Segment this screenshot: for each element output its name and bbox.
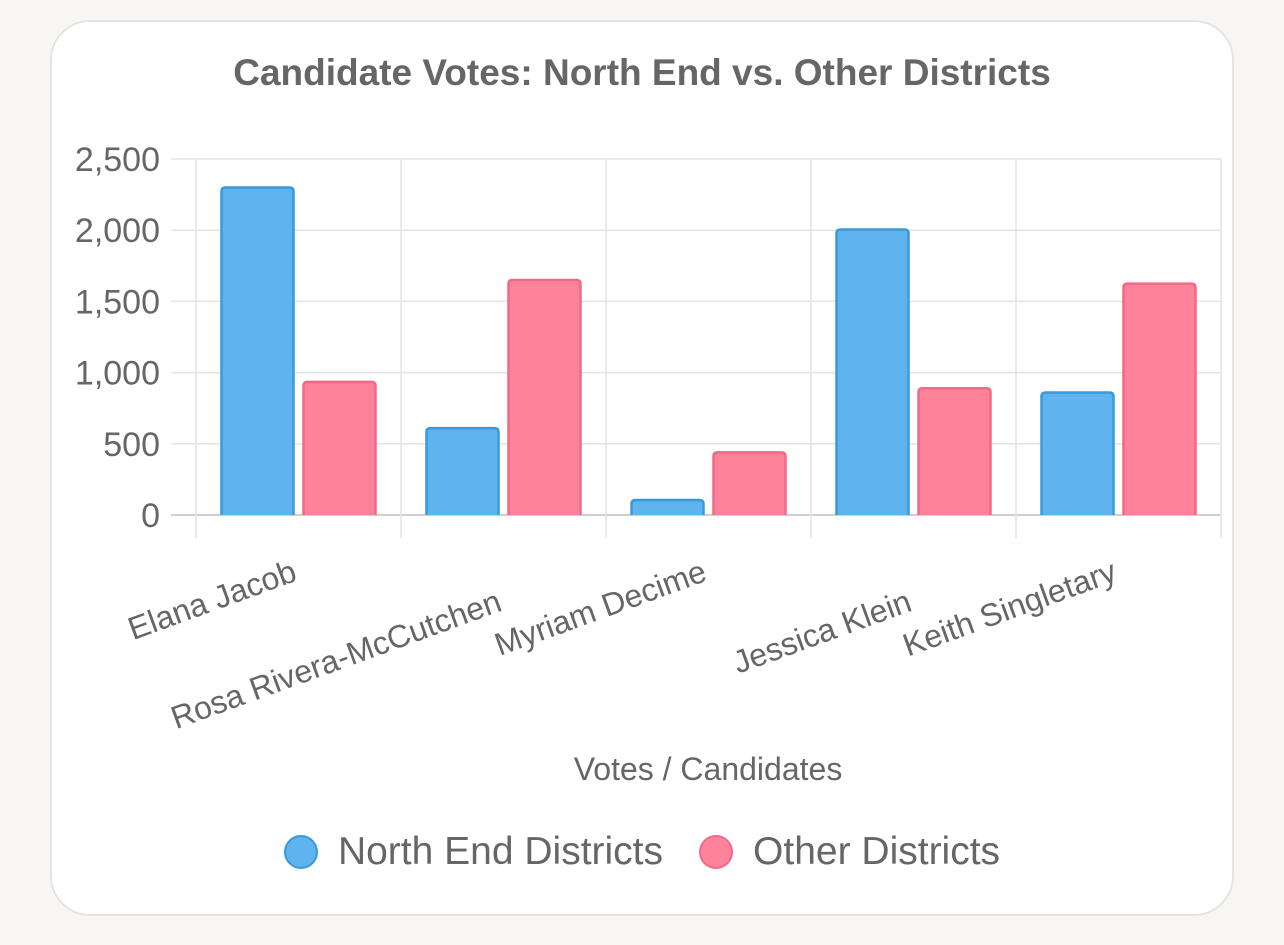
legend-label-north-end: North End Districts <box>337 830 664 873</box>
y-tick-label: 1,000 <box>75 355 160 393</box>
x-tick-label: Jessica Klein <box>728 583 916 681</box>
bar-north-end <box>220 186 295 515</box>
x-tick-label: Myriam Decime <box>490 553 711 663</box>
y-tick-label: 500 <box>103 426 160 464</box>
bar-north-end <box>630 498 705 515</box>
bar-other-districts <box>507 278 582 515</box>
bar-other-districts <box>712 451 787 515</box>
bar-other-districts <box>302 380 377 515</box>
bar-north-end <box>835 228 910 515</box>
legend-swatch-other <box>699 835 734 869</box>
y-tick-label: 1,500 <box>75 283 160 321</box>
chart-legend: North End Districts Other Districts <box>0 830 1284 874</box>
y-tick-label: 2,500 <box>75 141 160 179</box>
bar-other-districts <box>917 387 992 515</box>
bar-north-end <box>1040 391 1115 515</box>
x-tick-label: Elana Jacob <box>123 553 301 647</box>
x-tick-label: Keith Singletary <box>898 553 1121 663</box>
y-tick-label: 0 <box>141 497 160 535</box>
bar-other-districts <box>1122 282 1197 515</box>
legend-item-other[interactable]: Other Districts <box>699 830 1000 874</box>
legend-swatch-north-end <box>283 835 318 869</box>
x-axis-title: Votes / Candidates <box>574 751 843 787</box>
bar-north-end <box>425 426 500 515</box>
y-tick-label: 2,000 <box>75 212 160 250</box>
legend-item-north-end[interactable]: North End Districts <box>283 830 664 874</box>
legend-label-other: Other Districts <box>753 830 1001 873</box>
chart-title: Candidate Votes: North End vs. Other Dis… <box>233 52 1051 93</box>
